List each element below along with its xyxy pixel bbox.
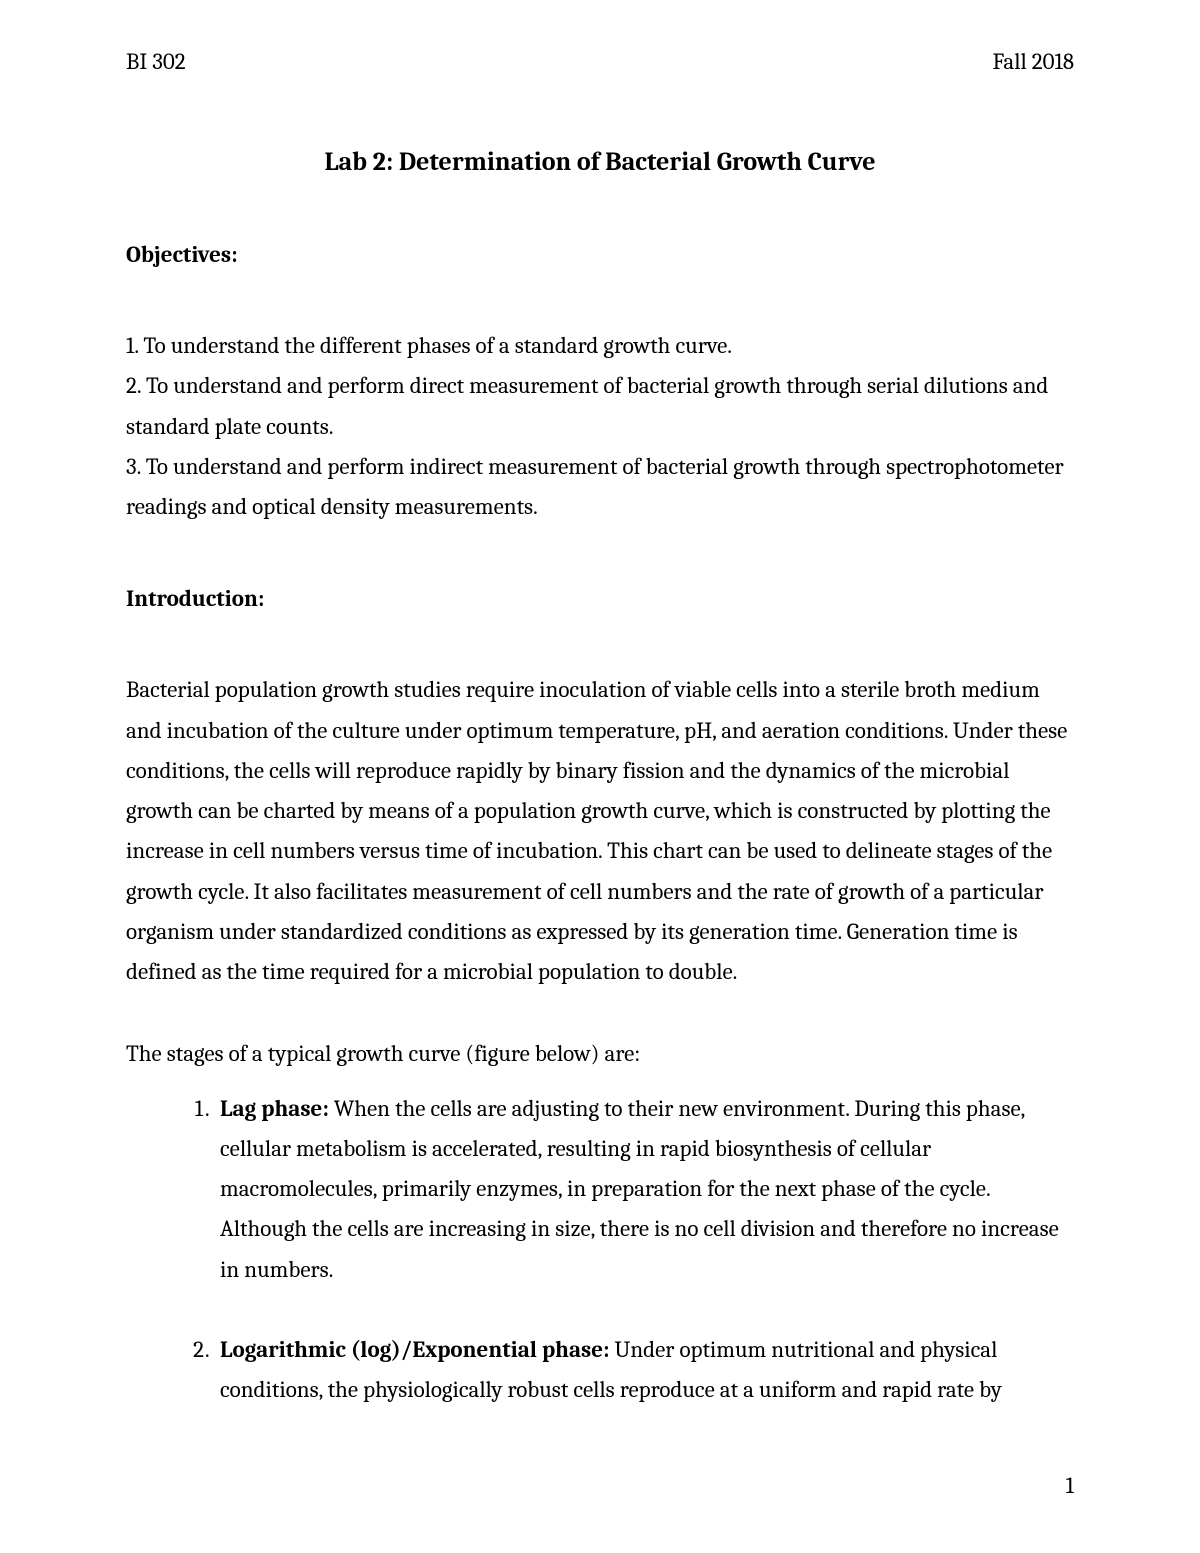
introduction-heading: Introduction: [126,585,1074,612]
stage-item: Logarithmic (log)/Exponential phase: Und… [214,1330,1074,1411]
page-number: 1 [1066,1472,1074,1499]
course-code: BI 302 [126,48,186,75]
introduction-paragraph: Bacterial population growth studies requ… [126,670,1074,992]
document-title: Lab 2: Determination of Bacterial Growth… [126,147,1074,177]
stage-label: Lag phase: [220,1095,329,1122]
stages-list: Lag phase: When the cells are adjusting … [126,1089,1074,1411]
term-label: Fall 2018 [993,48,1075,75]
stages-intro: The stages of a typical growth curve (fi… [126,1034,1074,1074]
page-header: BI 302 Fall 2018 [126,48,1074,75]
objectives-list: 1. To understand the different phases of… [126,326,1074,527]
objective-item: 1. To understand the different phases of… [126,326,1074,366]
objective-item: 2. To understand and perform direct meas… [126,366,1074,447]
objective-item: 3. To understand and perform indirect me… [126,447,1074,528]
stage-text: When the cells are adjusting to their ne… [220,1095,1059,1283]
objectives-heading: Objectives: [126,241,1074,268]
stage-item: Lag phase: When the cells are adjusting … [214,1089,1074,1290]
stage-label: Logarithmic (log)/Exponential phase: [220,1336,609,1363]
